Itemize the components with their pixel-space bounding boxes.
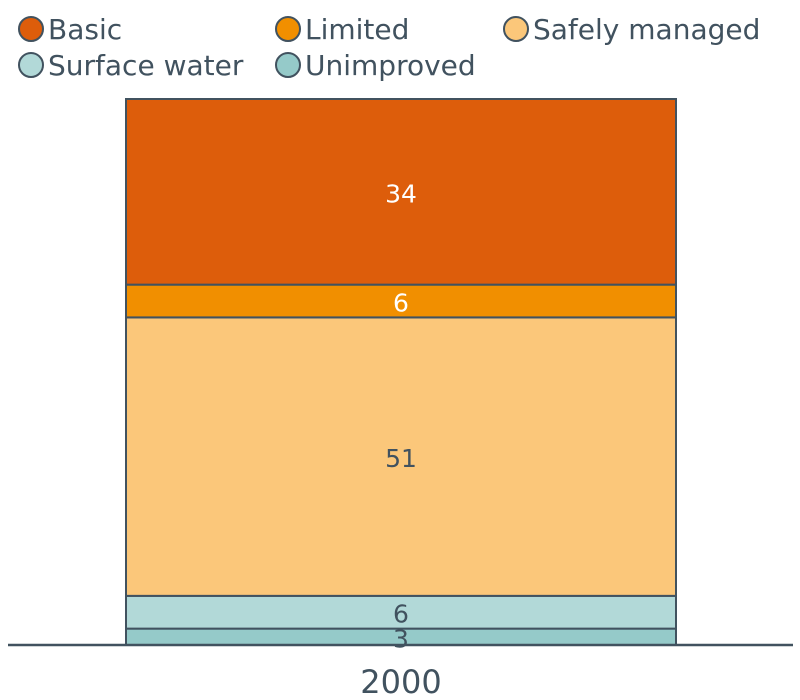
legend-label-limited: Limited	[305, 12, 410, 46]
data-label-safely-managed: 51	[385, 444, 417, 473]
legend-swatch-limited	[275, 16, 301, 42]
chart-legend: Basic Limited Safely managed Surface wat…	[0, 0, 800, 90]
legend-item-limited[interactable]: Limited	[275, 12, 409, 46]
legend-item-unimproved[interactable]: Unimproved	[275, 48, 476, 82]
legend-item-surface-water[interactable]: Surface water	[18, 48, 243, 82]
legend-swatch-basic	[18, 16, 44, 42]
legend-label-unimproved: Unimproved	[305, 48, 476, 82]
legend-swatch-safely-managed	[503, 16, 529, 42]
legend-item-basic[interactable]: Basic	[18, 12, 122, 46]
legend-label-surface-water: Surface water	[48, 48, 244, 82]
legend-label-basic: Basic	[48, 12, 123, 46]
bar-segment-safely-managed[interactable]	[125, 316, 677, 597]
data-label-basic: 34	[385, 179, 417, 208]
legend-label-safely-managed: Safely managed	[533, 12, 761, 46]
legend-item-safely-managed[interactable]: Safely managed	[503, 12, 760, 46]
legend-swatch-surface-water	[18, 52, 44, 78]
bar-segment-limited[interactable]	[125, 283, 677, 319]
x-tick-label: 2000	[360, 663, 441, 700]
data-label-limited: 6	[393, 289, 409, 318]
legend-swatch-unimproved	[275, 52, 301, 78]
bar-segment-basic[interactable]	[125, 98, 677, 286]
data-label-surface-water: 6	[393, 600, 409, 629]
